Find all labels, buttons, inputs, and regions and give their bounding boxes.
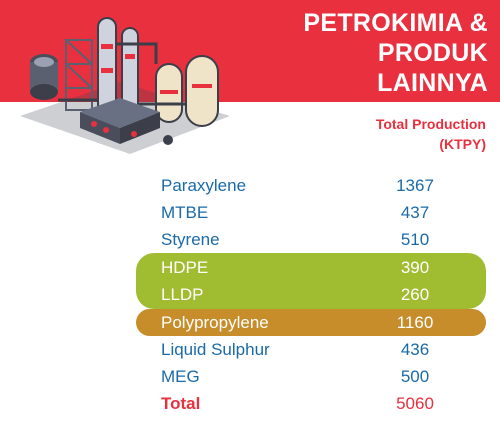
production-value: 390 bbox=[400, 258, 430, 277]
title-line-3: LAINNYA bbox=[377, 69, 488, 97]
product-name: Polypropylene bbox=[161, 313, 269, 332]
product-name: HDPE bbox=[161, 258, 209, 277]
highlight-band-gold bbox=[136, 309, 486, 336]
total-value: 5060 bbox=[396, 394, 434, 413]
table-row: Styrene 510 bbox=[0, 226, 500, 253]
production-value: 1367 bbox=[396, 176, 434, 195]
product-name: LLDP bbox=[161, 285, 204, 304]
product-name: MTBE bbox=[161, 203, 209, 222]
column-header-line-2: (KTPY) bbox=[439, 136, 486, 152]
table-row: LLDP 260 bbox=[0, 281, 500, 308]
title-line-1: PETROKIMIA & bbox=[303, 9, 488, 37]
table-row: MEG 500 bbox=[0, 363, 500, 390]
product-name: Styrene bbox=[161, 230, 220, 249]
production-value: 436 bbox=[400, 340, 430, 359]
page-title: PETROKIMIA & PRODUK LAINNYA bbox=[248, 8, 488, 98]
highlight-band-green bbox=[136, 253, 486, 309]
table-row: HDPE 390 bbox=[0, 254, 500, 281]
product-name: Paraxylene bbox=[161, 176, 247, 195]
table-row: Paraxylene 1367 bbox=[0, 172, 500, 199]
total-row: Total 5060 bbox=[0, 390, 500, 417]
petrochemical-plant-icon bbox=[20, 17, 230, 154]
title-line-2: PRODUK bbox=[377, 39, 488, 67]
production-value: 510 bbox=[400, 230, 430, 249]
product-name: MEG bbox=[161, 367, 200, 386]
production-value: 437 bbox=[400, 203, 430, 222]
column-header: Total Production (KTPY) bbox=[356, 114, 486, 154]
table-row: Liquid Sulphur 436 bbox=[0, 336, 500, 363]
production-value: 1160 bbox=[396, 313, 434, 332]
product-name: Liquid Sulphur bbox=[161, 340, 270, 359]
column-header-line-1: Total Production bbox=[375, 116, 486, 132]
table-row: MTBE 437 bbox=[0, 199, 500, 226]
table-row: Polypropylene 1160 bbox=[0, 309, 500, 336]
header-banner bbox=[0, 0, 500, 102]
total-label: Total bbox=[161, 394, 201, 413]
production-value: 260 bbox=[400, 285, 430, 304]
production-value: 500 bbox=[400, 367, 430, 386]
